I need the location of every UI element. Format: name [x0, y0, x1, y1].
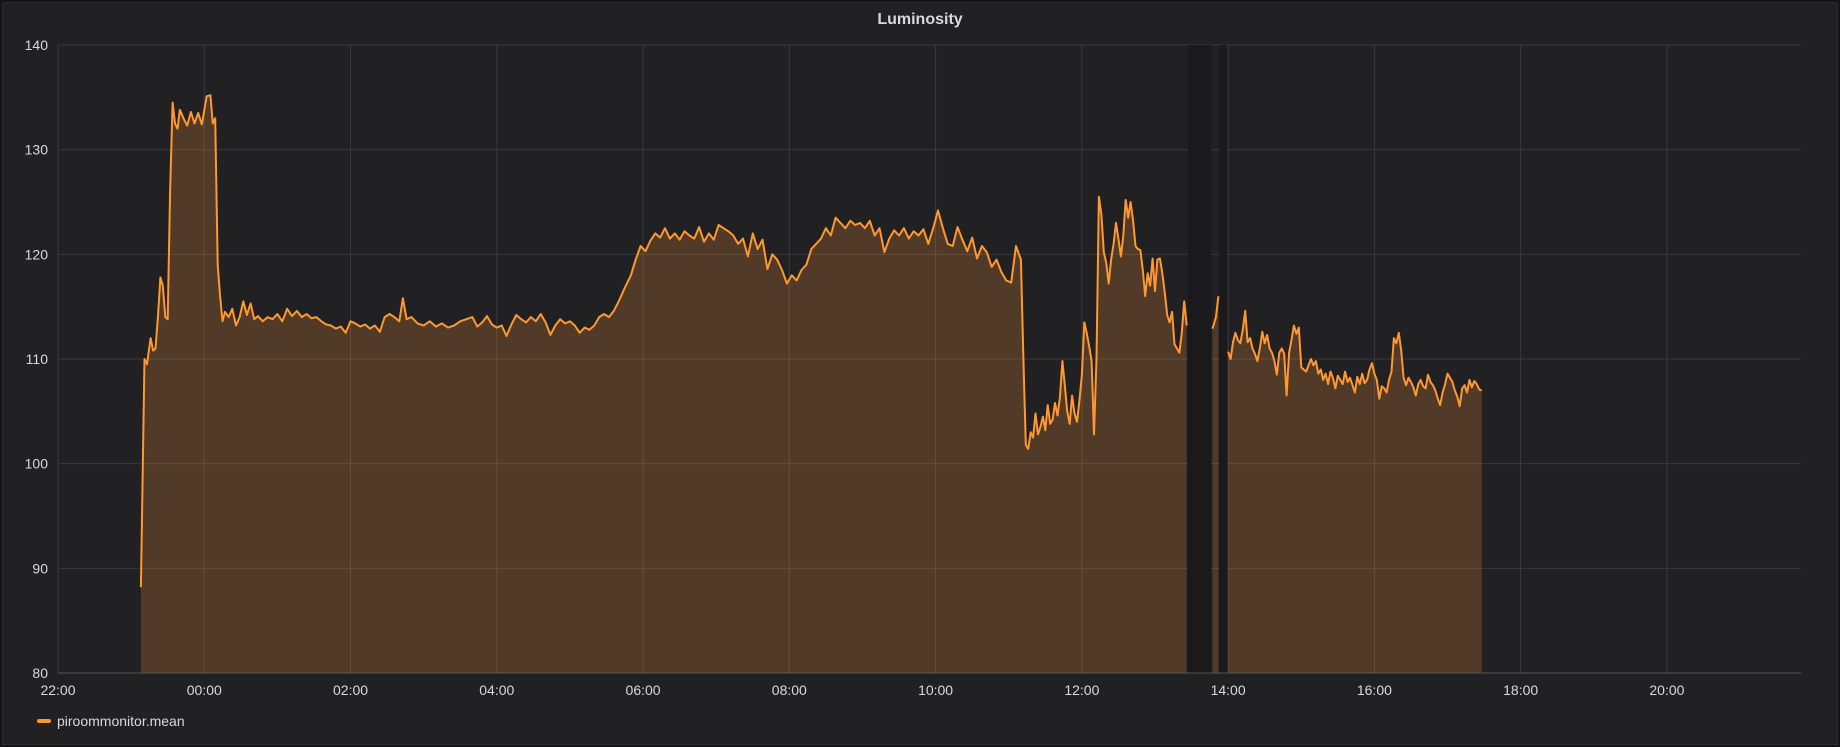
- x-tick-label: 22:00: [40, 682, 75, 698]
- legend-series-swatch: [37, 719, 51, 723]
- legend-series-label[interactable]: piroommonitor.mean: [57, 713, 185, 729]
- x-tick-label: 12:00: [1064, 682, 1099, 698]
- series-line: [1227, 309, 1483, 408]
- y-tick-label: 90: [32, 560, 48, 576]
- x-tick-label: 02:00: [333, 682, 368, 698]
- x-tick-label: 04:00: [479, 682, 514, 698]
- y-tick-label: 120: [25, 246, 49, 262]
- series-line: [139, 94, 1188, 588]
- luminosity-chart[interactable]: 80 90 100 110 120 130 140 22:00 00:00 02:00 04:00 0…: [3, 3, 1839, 746]
- y-tick-label: 80: [32, 665, 48, 681]
- x-tick-label: 06:00: [626, 682, 661, 698]
- x-tick-label: 08:00: [772, 682, 807, 698]
- x-tick-label: 00:00: [187, 682, 222, 698]
- y-tick-label: 110: [26, 351, 49, 367]
- series-area-fill: [140, 95, 1187, 673]
- x-tick-label: 16:00: [1357, 682, 1392, 698]
- series-area-fill: [1212, 296, 1219, 673]
- y-tick-label: 130: [25, 142, 49, 158]
- y-tick-label: 140: [25, 37, 49, 53]
- y-tick-label: 100: [25, 456, 49, 472]
- series-area-fill: [1228, 310, 1482, 673]
- x-tick-label: 20:00: [1649, 682, 1684, 698]
- panel-title[interactable]: Luminosity: [877, 11, 963, 28]
- data-gap-band: [1219, 45, 1228, 673]
- series-line: [1211, 296, 1220, 329]
- legend[interactable]: piroommonitor.mean: [37, 713, 185, 729]
- x-tick-label: 10:00: [918, 682, 953, 698]
- x-tick-label: 14:00: [1211, 682, 1246, 698]
- x-tick-label: 18:00: [1503, 682, 1538, 698]
- data-gap-band: [1187, 45, 1212, 673]
